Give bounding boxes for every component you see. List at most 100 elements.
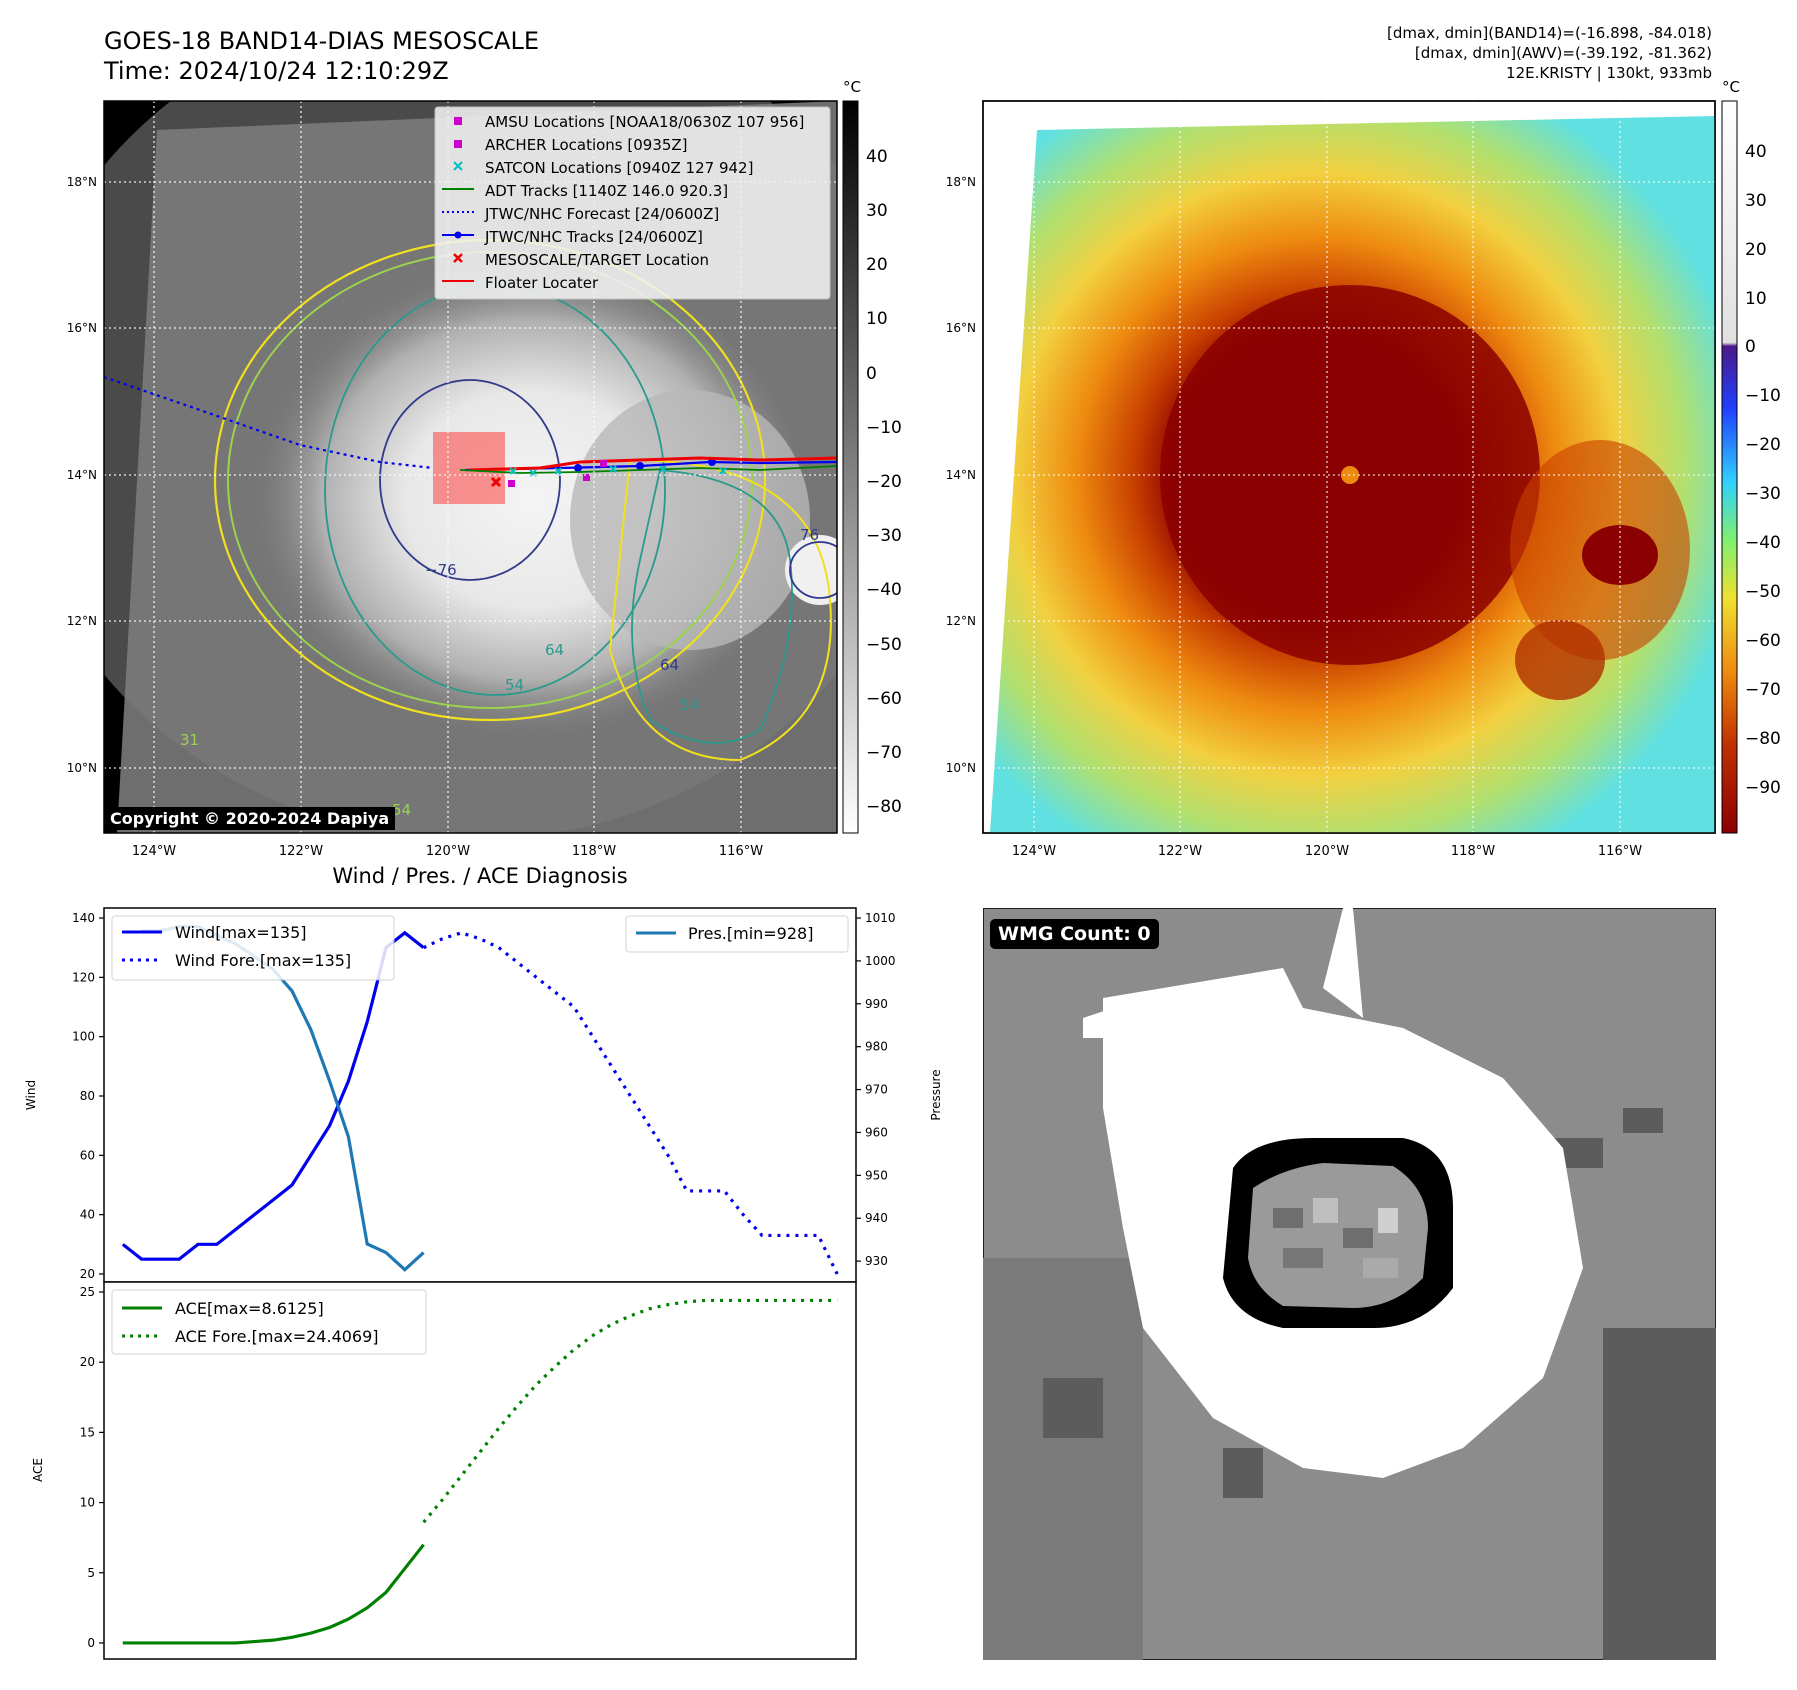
- wind-axis-label: Wind: [24, 1080, 38, 1110]
- legend-label: Floater Locater: [485, 274, 599, 292]
- figure-time: Time: 2024/10/24 12:10:29Z: [104, 57, 449, 85]
- ir-map-panel: −76 54 64 54 76 64 31 54 AMSU Locations …: [67, 78, 1781, 859]
- satcon-marker-icon: [453, 161, 463, 171]
- lon-label: 122°W: [1158, 844, 1202, 859]
- wmg-count-badge: WMG Count: 0: [990, 919, 1159, 949]
- legend-label: ACE Fore.[max=24.4069]: [175, 1327, 379, 1346]
- colorbar-tick: −40: [866, 580, 902, 600]
- legend-label: Wind[max=135]: [175, 923, 307, 942]
- colorbar-tick: −20: [1745, 435, 1781, 455]
- colorbar-tick: −60: [866, 689, 902, 709]
- awv-colorbar-ticks: 40 30 20 10 0 −10 −20 −30 −40 −50 −60 −7…: [1745, 142, 1781, 798]
- colorbar-tick: −60: [1745, 631, 1781, 651]
- copyright-notice: Copyright © 2020-2024 Dapiya: [104, 807, 396, 830]
- wind-tick-label: 60: [80, 1148, 95, 1162]
- colorbar-tick: 20: [866, 255, 888, 275]
- lat-label: 12°N: [946, 614, 976, 628]
- colorbar-tick: −80: [1745, 729, 1781, 749]
- pressure-tick-label: 1000: [865, 954, 896, 968]
- colorbar-tick: −10: [866, 418, 902, 438]
- ir-colorbar: [842, 100, 859, 834]
- series-line-ace-max-: [122, 1543, 425, 1645]
- pressure-axis-label: Pressure: [929, 1069, 943, 1120]
- legend-label: JTWC/NHC Tracks [24/0600Z]: [484, 228, 703, 246]
- colorbar-tick: −70: [1745, 680, 1781, 700]
- contour-label: 54: [505, 676, 524, 694]
- lat-label: 18°N: [946, 175, 976, 189]
- colorbar-tick: −80: [866, 797, 902, 817]
- awv-colorbar: [1721, 100, 1738, 834]
- colorbar-tick: −70: [866, 743, 902, 763]
- colorbar-tick: −30: [866, 526, 902, 546]
- colorbar-tick: 0: [866, 364, 877, 384]
- pres-legend: Pres.[min=928]: [625, 915, 849, 953]
- pressure-tick-label: 980: [865, 1040, 888, 1054]
- colorbar-tick: 30: [1745, 191, 1767, 211]
- lon-label: 124°W: [132, 844, 176, 859]
- lat-label: 16°N: [946, 321, 976, 335]
- contour-navy: [379, 379, 561, 581]
- contour-label: 54: [392, 801, 411, 819]
- adt-track: [459, 465, 837, 474]
- floater-track: [469, 456, 837, 472]
- amsu-marker-icon: [454, 117, 462, 125]
- ace-axis-label: ACE: [31, 1458, 45, 1482]
- wmg-eye: [1248, 1163, 1428, 1308]
- wind-tick-label: 40: [80, 1208, 95, 1222]
- colorbar-tick: −50: [866, 635, 902, 655]
- stat-awv: [dmax, dmin](AWV)=(-39.192, -81.362): [1414, 44, 1712, 62]
- ace-legend: ACE[max=8.6125] ACE Fore.[max=24.4069]: [111, 1289, 427, 1355]
- lat-label: 10°N: [67, 761, 97, 775]
- legend-label: ACE[max=8.6125]: [175, 1299, 324, 1318]
- wind-tick-label: 120: [72, 970, 95, 984]
- pressure-tick-label: 960: [865, 1125, 888, 1139]
- pressure-tick-label: 950: [865, 1168, 888, 1182]
- contour-label: 54: [680, 696, 699, 714]
- ir-legend: AMSU Locations [NOAA18/0630Z 107 956] AR…: [434, 106, 831, 300]
- lat-label: 14°N: [67, 468, 97, 482]
- colorbar-tick: 40: [866, 147, 888, 167]
- wind-tick-label: 20: [80, 1267, 95, 1281]
- target-marker-icon: [453, 253, 463, 263]
- pressure-tick-label: 930: [865, 1254, 888, 1268]
- colorbar-tick: −40: [1745, 533, 1781, 553]
- lon-label: 122°W: [279, 844, 323, 859]
- series-line-ace-fore-max-: [422, 1298, 838, 1524]
- legend-label: MESOSCALE/TARGET Location: [485, 251, 709, 269]
- ace-tick-label: 25: [80, 1285, 95, 1299]
- lon-label: 116°W: [719, 844, 763, 859]
- lon-label: 120°W: [1305, 844, 1349, 859]
- legend-label: Wind Fore.[max=135]: [175, 951, 351, 970]
- wmg-panel: [983, 908, 1716, 1660]
- diagnosis-charts: 2040608010012014093094095096097098099010…: [24, 907, 943, 1660]
- pressure-tick-label: 990: [865, 997, 888, 1011]
- ace-tick-label: 0: [87, 1636, 95, 1650]
- contour-label: −76: [425, 561, 457, 579]
- colorbar-tick: 10: [1745, 289, 1767, 309]
- stat-band14: [dmax, dmin](BAND14)=(-16.898, -84.018): [1387, 24, 1712, 42]
- colorbar-tick: −10: [1745, 386, 1781, 406]
- series-line-wind-fore-max-: [422, 931, 839, 1275]
- figure-title: GOES-18 BAND14-DIAS MESOSCALE: [104, 27, 540, 55]
- colorbar-tick: −20: [866, 472, 902, 492]
- contour-label: 31: [180, 731, 199, 749]
- legend-label: JTWC/NHC Forecast [24/0600Z]: [484, 205, 719, 223]
- legend-label: AMSU Locations [NOAA18/0630Z 107 956]: [485, 113, 804, 131]
- lon-label: 120°W: [426, 844, 470, 859]
- lat-label: 10°N: [946, 761, 976, 775]
- legend-label: Pres.[min=928]: [688, 924, 813, 943]
- legend-label: ADT Tracks [1140Z 146.0 920.3]: [485, 182, 728, 200]
- lon-label: 118°W: [572, 844, 616, 859]
- ace-tick-label: 15: [80, 1425, 95, 1439]
- lon-label: 116°W: [1598, 844, 1642, 859]
- series-line-wind-max-: [365, 930, 425, 1023]
- colorbar-tick: 10: [866, 309, 888, 329]
- archer-marker-icon: [454, 140, 462, 148]
- colorbar-tick: −50: [1745, 582, 1781, 602]
- pressure-tick-label: 970: [865, 1083, 888, 1097]
- diag-title: Wind / Pres. / ACE Diagnosis: [332, 864, 628, 888]
- wind-legend: Wind[max=135] Wind Fore.[max=135]: [111, 915, 395, 981]
- pressure-tick-label: 1010: [865, 911, 896, 925]
- legend-label: ARCHER Locations [0935Z]: [485, 136, 688, 154]
- wind-tick-label: 100: [72, 1030, 95, 1044]
